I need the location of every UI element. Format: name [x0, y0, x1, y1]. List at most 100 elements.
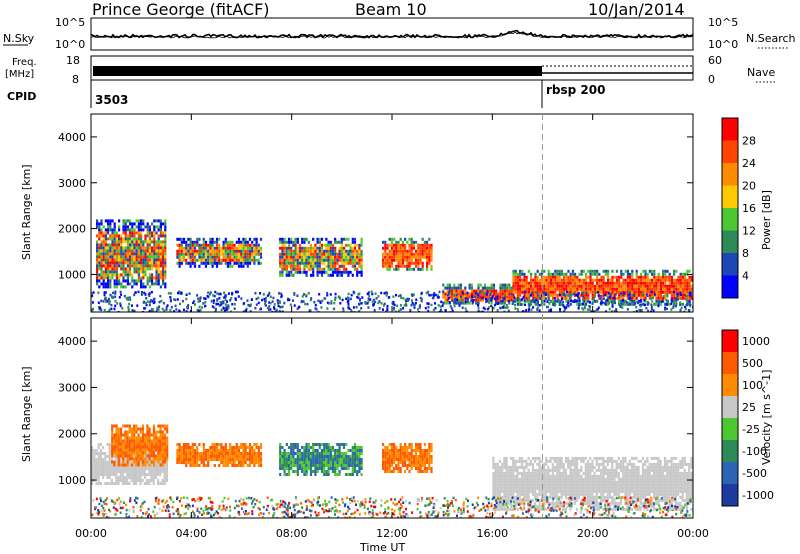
power-cell [113, 225, 116, 229]
velocity-cell [290, 464, 293, 467]
power-cell [675, 299, 678, 303]
power-cell [481, 298, 484, 302]
power-cell [657, 302, 660, 306]
velocity-cell [222, 455, 225, 458]
power-cell [131, 237, 134, 241]
velocity-cell [97, 452, 100, 455]
power-cell [318, 240, 321, 244]
power-cell [419, 246, 422, 250]
power-cell [419, 249, 422, 253]
power-cell [349, 255, 352, 259]
power-cell [453, 295, 456, 299]
velocity-cell [152, 430, 156, 434]
power-speckle [309, 309, 312, 312]
velocity-cell [423, 461, 426, 464]
velocity-cell [294, 464, 297, 467]
velocity-cell [99, 443, 102, 446]
power-cell [677, 281, 680, 285]
power-cell [397, 252, 400, 256]
power-cell [100, 243, 103, 247]
power-cell [538, 284, 541, 288]
power-cell [327, 258, 330, 262]
velocity-cell [305, 467, 308, 470]
power-cell [316, 252, 319, 256]
power-cell [144, 261, 147, 265]
power-cell [109, 285, 112, 289]
power-cell [668, 302, 671, 306]
power-speckle [222, 306, 225, 309]
velocity-cell [356, 455, 359, 458]
power-cell [140, 246, 143, 250]
power-cell [338, 258, 341, 262]
velocity-cell [122, 433, 125, 437]
power-speckle [568, 297, 571, 300]
velocity-cell [421, 461, 424, 464]
power-speckle [222, 300, 225, 303]
power-cell [635, 293, 638, 297]
power-cell [312, 249, 315, 253]
power-speckle [585, 291, 588, 295]
power-cell [552, 281, 555, 285]
power-cell [679, 278, 682, 282]
power-speckle [664, 308, 666, 311]
velocity-cell [150, 454, 153, 458]
power-cell [292, 273, 295, 277]
power-cell [567, 284, 570, 288]
power-speckle [366, 302, 369, 305]
power-cell [159, 228, 162, 232]
power-cell [530, 275, 533, 279]
power-cell [631, 269, 634, 273]
power-cell [100, 249, 103, 253]
power-cell [360, 237, 363, 241]
power-speckle [538, 294, 540, 298]
power-cell [164, 270, 167, 274]
power-cell [360, 255, 363, 259]
velocity-cell [99, 455, 102, 458]
power-cell [560, 287, 563, 291]
power-cell [688, 278, 691, 282]
power-cell [519, 275, 522, 279]
velocity-cell [135, 476, 138, 479]
power-cell [514, 281, 517, 285]
power-cell [314, 264, 317, 268]
power-cell [137, 252, 140, 256]
power-cell [508, 289, 511, 293]
power-cell [635, 272, 638, 276]
velocity-cell [498, 498, 502, 502]
velocity-cell [133, 424, 136, 428]
power-cell [349, 252, 352, 256]
power-speckle [396, 304, 399, 308]
velocity-cell [150, 467, 153, 470]
velocity-cell [358, 470, 361, 473]
power-cell [294, 237, 297, 241]
power-cell [124, 225, 127, 229]
velocity-cell [253, 443, 256, 446]
power-speckle [672, 306, 675, 309]
power-cell [589, 287, 592, 291]
power-speckle [236, 290, 239, 294]
power-cell [131, 228, 134, 232]
power-cell [554, 299, 557, 303]
power-cell [135, 255, 138, 259]
velocity-cell [110, 458, 113, 461]
velocity-cell [292, 458, 295, 461]
power-cell [417, 255, 420, 259]
power-cell [191, 258, 194, 262]
power-speckle [204, 301, 207, 304]
velocity-cell [91, 455, 94, 458]
velocity-cell [305, 458, 308, 461]
velocity-cell [211, 452, 214, 455]
power-speckle [216, 299, 219, 302]
velocity-cell [281, 464, 284, 467]
velocity-cell [421, 455, 424, 458]
power-speckle [626, 308, 629, 311]
velocity-cell [152, 424, 156, 428]
velocity-cell [338, 452, 341, 455]
power-cell [666, 287, 669, 291]
velocity-cell [351, 455, 354, 458]
power-cell [475, 298, 478, 302]
velocity-cell [143, 455, 146, 458]
velocity-cell [191, 452, 194, 455]
power-cell [464, 289, 467, 293]
power-speckle [600, 294, 603, 298]
